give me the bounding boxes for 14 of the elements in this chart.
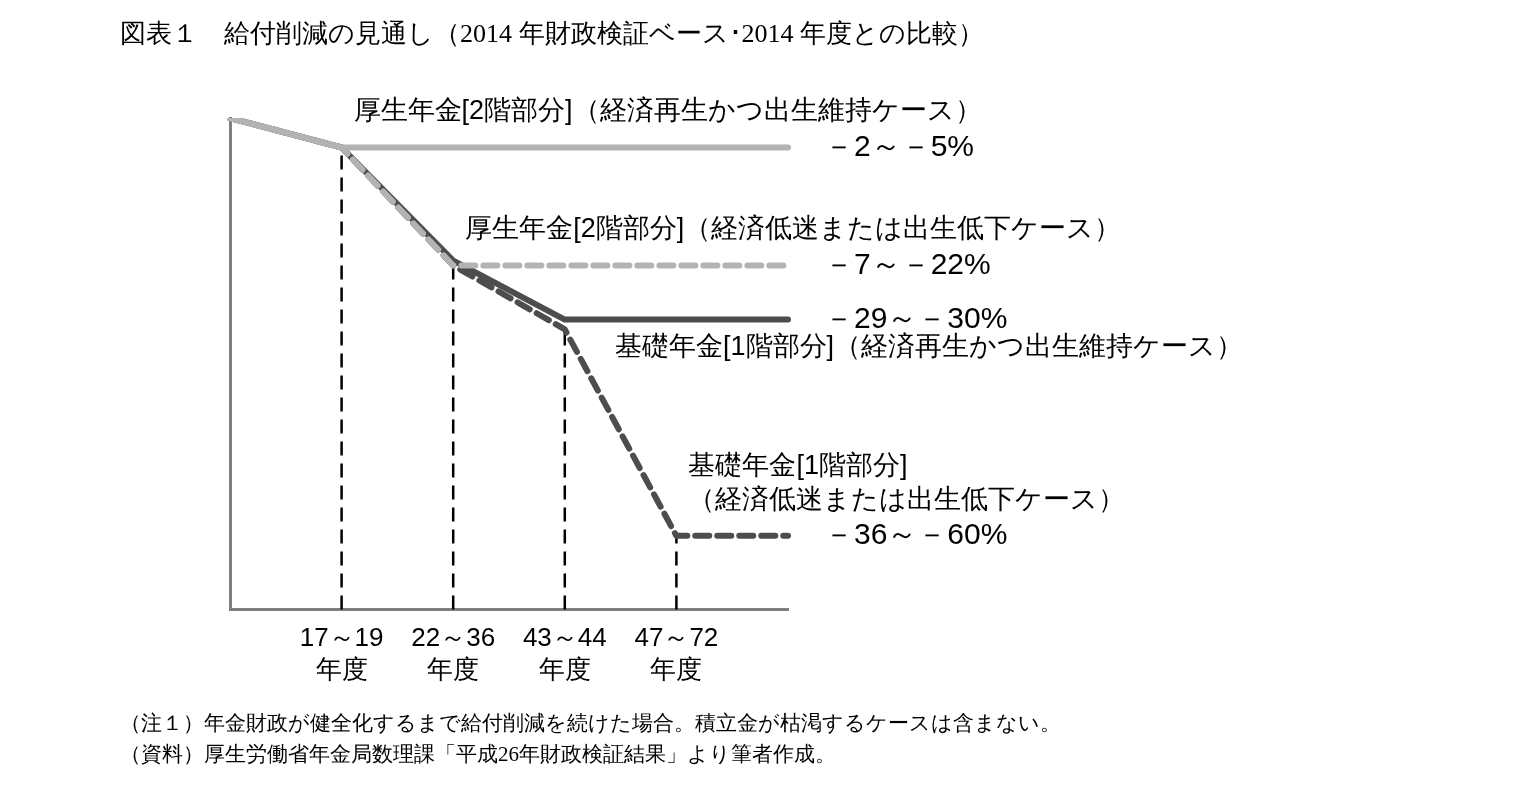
series-label: 基礎年金[1階部分]（経済低迷または出生低下ケース）	[688, 449, 1126, 514]
chart-title: 図表１ 給付削減の見通し（2014 年財政検証ベース･2014 年度との比較）	[120, 18, 984, 50]
x-tick-label: 47～72 年度	[634, 622, 719, 684]
series-label: 厚生年金[2階部分]（経済低迷または出生低下ケース）	[465, 213, 1122, 244]
x-tick-label: 17～19 年度	[299, 622, 384, 684]
x-tick-label: 22～36 年度	[411, 622, 496, 684]
series-label: 基礎年金[1階部分]（経済再生かつ出生維持ケース）	[615, 330, 1244, 361]
text: （注１）年金財政が健全化するまで給付削減を続けた場合。積立金が枯渇するケースは含まない。	[120, 710, 1061, 737]
text: －7～－22%	[824, 246, 991, 280]
text: －2～－5%	[824, 128, 975, 162]
text: （資料）厚生労働省年金局数理課「平成26年財政検証結果」より筆者作成。	[120, 741, 837, 768]
x-tick-label: 43～44 年度	[522, 622, 607, 684]
series-label: 厚生年金[2階部分]（経済再生かつ出生維持ケース）	[353, 95, 982, 126]
text: －36～－60%	[824, 517, 1008, 551]
